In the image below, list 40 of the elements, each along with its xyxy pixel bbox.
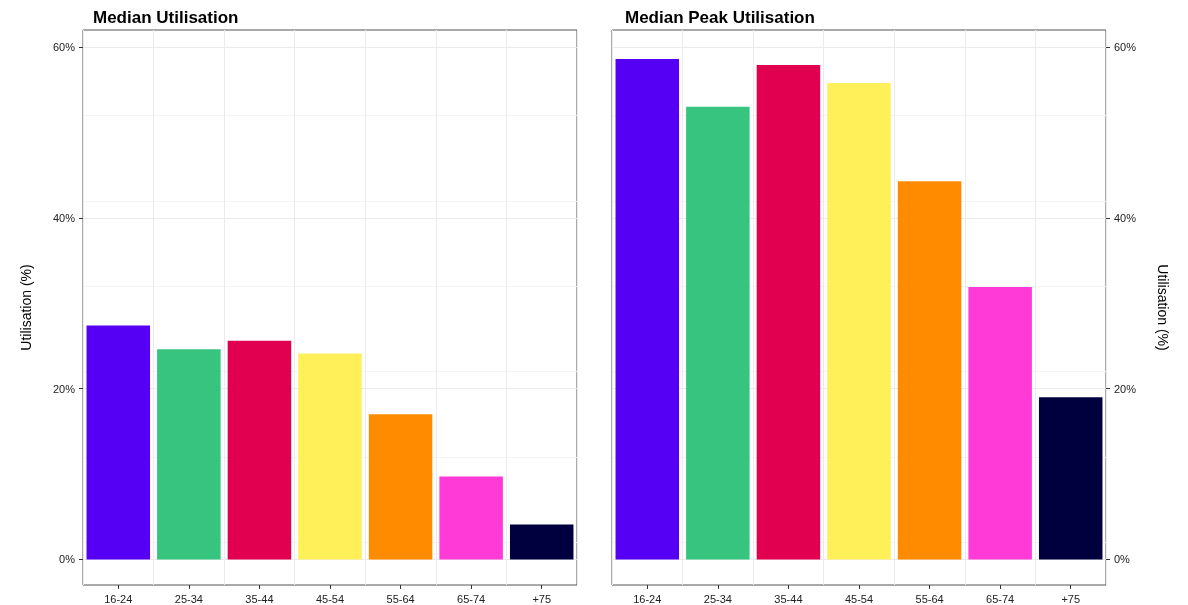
x-tick-label: 16-24 [633, 592, 662, 605]
bar [897, 181, 962, 560]
x-tick-label: 35-44 [774, 592, 803, 605]
bar [157, 349, 221, 560]
bar [686, 106, 750, 560]
y-tick-label: 40% [52, 211, 76, 224]
x-tick-label: 65-74 [457, 592, 486, 605]
x-tick-label: 35-44 [245, 592, 274, 605]
bar [615, 59, 680, 560]
bar [86, 325, 151, 560]
y2-tick-label: 60% [1114, 41, 1137, 54]
y-tick-label: 0% [59, 553, 76, 566]
bar [227, 340, 292, 560]
x-tick-label: 55-64 [915, 592, 944, 605]
x-tick-label: 45-54 [844, 592, 874, 605]
bar [298, 353, 362, 560]
y-axis-title: Utilisation (%) [18, 264, 34, 351]
bar [827, 82, 891, 560]
y2-tick-label: 40% [1114, 211, 1137, 224]
bar [439, 476, 503, 560]
chart-title: Median Peak Utilisation [625, 8, 815, 27]
y2-tick-label: 0% [1114, 553, 1131, 566]
x-tick-label: +75 [532, 592, 552, 605]
bar [368, 414, 433, 560]
x-tick-label: 25-34 [703, 592, 732, 605]
bar [1038, 397, 1103, 560]
x-tick-label: 45-54 [315, 592, 345, 605]
x-tick-label: 65-74 [986, 592, 1015, 605]
x-tick-label: +75 [1061, 592, 1081, 605]
bar [756, 65, 821, 560]
y2-axis-title: Utilisation (%) [1155, 264, 1171, 351]
y-tick-label: 20% [52, 382, 76, 395]
x-tick-label: 55-64 [386, 592, 415, 605]
y-tick-label: 60% [52, 41, 76, 54]
chart-title: Median Utilisation [93, 8, 239, 27]
bar [968, 287, 1032, 560]
x-tick-label: 16-24 [104, 592, 133, 605]
x-tick-label: 25-34 [174, 592, 203, 605]
y2-tick-label: 20% [1114, 382, 1137, 395]
bar [509, 524, 574, 560]
